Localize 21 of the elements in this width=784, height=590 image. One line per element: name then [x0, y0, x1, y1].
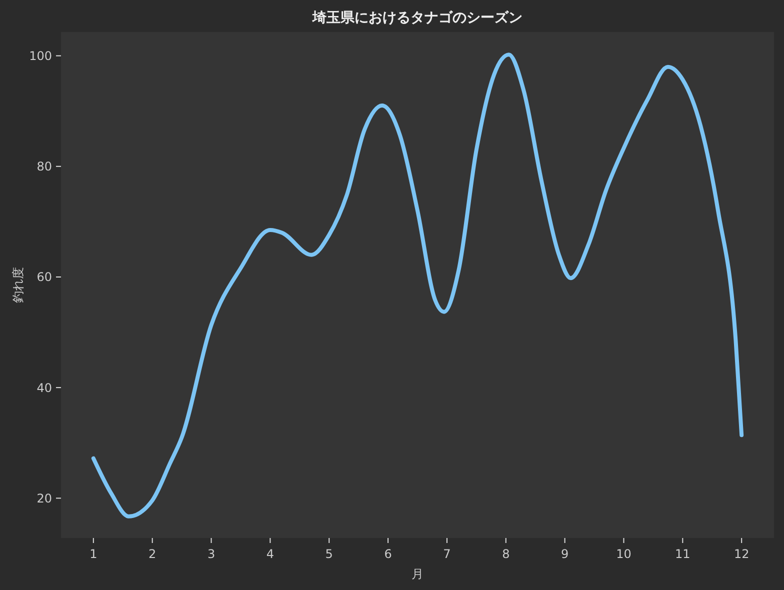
x-tick-label: 11	[675, 547, 690, 561]
x-tick-label: 2	[148, 547, 156, 561]
x-tick-label: 12	[734, 547, 750, 561]
x-tick-label: 1	[90, 547, 98, 561]
x-tick-label: 9	[560, 547, 569, 561]
chart-title: 埼玉県におけるタナゴのシーズン	[312, 10, 522, 26]
line-series	[91, 52, 744, 518]
x-tick-label: 4	[266, 547, 274, 561]
x-tick-label: 7	[443, 547, 451, 561]
y-tick-label: 40	[36, 380, 52, 395]
x-tick-label: 3	[207, 547, 216, 561]
x-tick-label: 8	[502, 547, 510, 561]
x-tick-label: 10	[616, 547, 632, 561]
x-tick-label: 5	[325, 547, 333, 561]
y-axis-title: 釣れ度	[11, 267, 25, 303]
y-tick-label: 60	[36, 270, 52, 284]
y-tick-label: 100	[29, 48, 52, 63]
y-tick-label: 80	[36, 160, 52, 174]
x-axis-title: 月	[412, 567, 424, 581]
x-tick-label: 6	[384, 547, 392, 561]
y-tick-label: 20	[36, 491, 52, 506]
